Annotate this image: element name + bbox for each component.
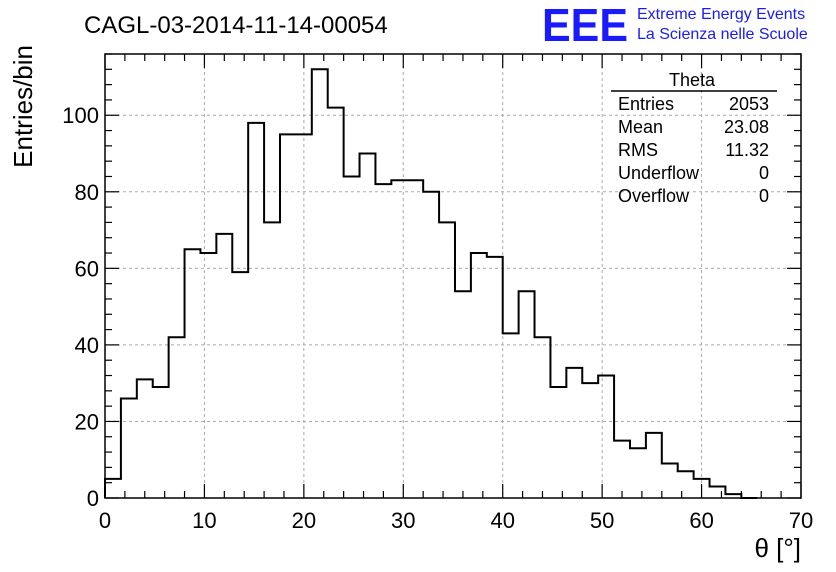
stats-value-mean: 23.08	[724, 117, 769, 137]
y-axis-label: Entries/bin	[8, 45, 38, 168]
stats-label-underflow: Underflow	[618, 163, 700, 183]
histogram-bin	[105, 479, 121, 498]
histogram-bin	[375, 184, 391, 498]
histogram-bin	[296, 134, 312, 498]
eee-logo-line2: La Scienza nelle Scuole	[637, 26, 808, 43]
histogram-bin	[630, 448, 646, 498]
y-tick-label: 0	[87, 486, 99, 511]
x-tick-label: 70	[789, 508, 813, 533]
histogram-bin	[487, 257, 503, 498]
x-tick-label: 50	[590, 508, 614, 533]
stats-title: Theta	[669, 70, 716, 90]
histogram-bin	[360, 154, 376, 498]
histogram-bin	[185, 249, 201, 498]
histogram-bin	[535, 337, 551, 498]
eee-logo-mark: EEE	[542, 0, 628, 51]
eee-logo-line1: Extreme Energy Events	[637, 6, 805, 23]
histogram-bin	[471, 253, 487, 498]
histogram-bin	[439, 222, 455, 498]
histogram-bin	[710, 487, 726, 498]
histogram-bin	[344, 176, 360, 498]
stats-value-entries: 2053	[729, 94, 769, 114]
histogram-series	[104, 68, 758, 499]
stats-label-entries: Entries	[618, 94, 674, 114]
histogram-bin	[232, 272, 248, 498]
histogram-bin	[391, 180, 407, 498]
y-tick-label: 60	[75, 256, 99, 281]
plot-frame-rect	[104, 53, 802, 499]
stats-box: Theta Entries 2053 Mean 23.08 RMS 11.32 …	[611, 70, 777, 206]
histogram-bin	[566, 368, 582, 498]
histogram-bin	[678, 471, 694, 498]
histogram-bin	[455, 291, 471, 498]
x-tick-label: 0	[99, 508, 111, 533]
eee-logo: EEE Extreme Energy Events La Scienza nel…	[542, 0, 808, 51]
histogram-bin	[598, 376, 614, 498]
histogram-bin	[614, 441, 630, 498]
x-tick-label: 60	[689, 508, 713, 533]
histogram-bin	[264, 222, 280, 498]
stats-value-rms: 11.32	[725, 140, 769, 160]
y-tick-label: 100	[62, 103, 99, 128]
histogram-bin	[407, 180, 423, 498]
histogram-bin	[423, 192, 439, 498]
histogram-bin	[200, 253, 216, 498]
y-tick-label: 40	[75, 333, 99, 358]
axis-ticks: 0 10 20 30 40 50 60 70 0 20 40 60 80 100	[62, 53, 813, 533]
stats-label-rms: RMS	[618, 140, 658, 160]
y-tick-label: 80	[75, 180, 99, 205]
x-axis-label: θ [°]	[754, 533, 801, 563]
histogram-bin	[280, 134, 296, 498]
stats-label-overflow: Overflow	[618, 186, 690, 206]
x-tick-label: 20	[292, 508, 316, 533]
histogram-bin	[248, 123, 264, 498]
histogram-bin	[216, 234, 232, 498]
histogram-bin	[503, 333, 519, 498]
histogram-bin	[312, 69, 328, 498]
grid-lines	[105, 54, 801, 498]
histogram-bin	[169, 337, 185, 498]
stats-value-underflow: 0	[759, 163, 769, 183]
stats-value-overflow: 0	[759, 186, 769, 206]
histogram-bin	[662, 464, 678, 498]
histogram-bin	[153, 387, 169, 498]
chart-title: CAGL-03-2014-11-14-00054	[84, 12, 388, 39]
stats-label-mean: Mean	[618, 117, 663, 137]
y-tick-label: 20	[75, 409, 99, 434]
histogram-bin	[137, 379, 153, 498]
histogram-bin	[121, 398, 137, 498]
plot-frame	[104, 53, 802, 499]
x-tick-label: 40	[490, 508, 514, 533]
histogram-bin	[550, 387, 566, 498]
x-tick-label: 10	[192, 508, 216, 533]
histogram-bin	[646, 433, 662, 498]
histogram-step-line	[104, 68, 758, 499]
histogram-bin	[519, 291, 535, 498]
x-tick-label: 30	[391, 508, 415, 533]
histogram-bin	[328, 108, 344, 498]
histogram-bin	[582, 383, 598, 498]
